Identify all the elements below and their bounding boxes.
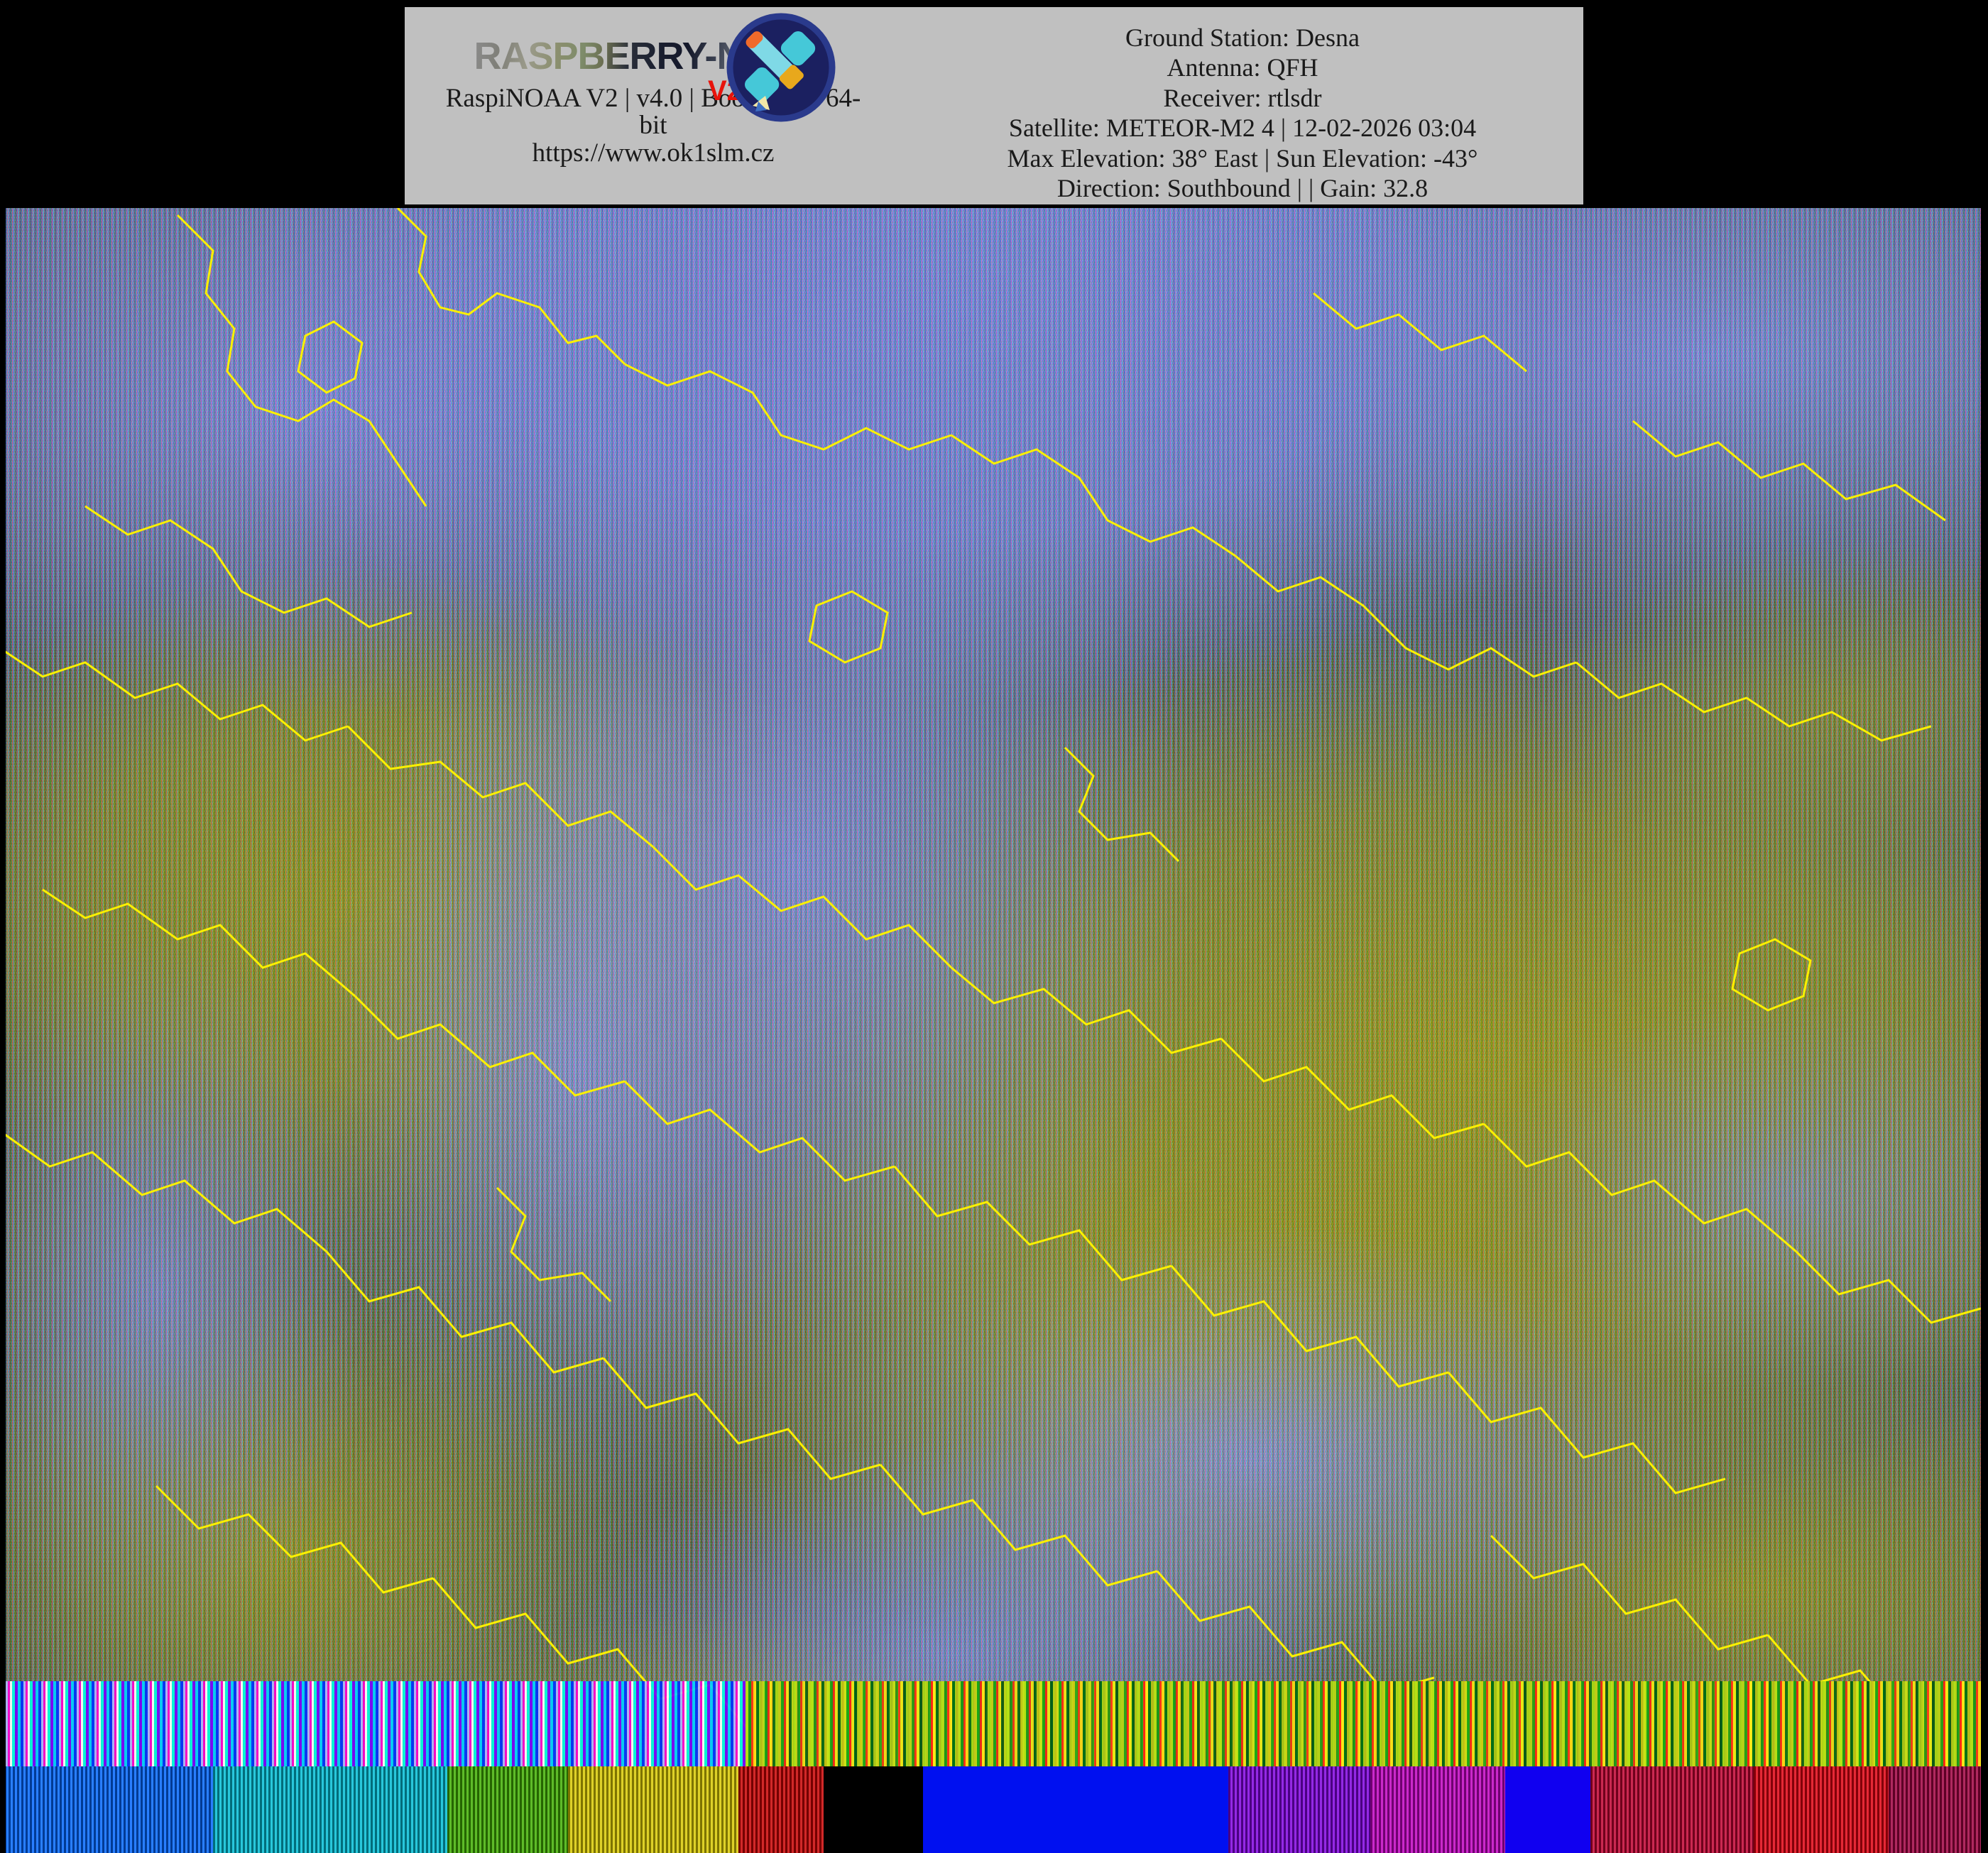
header-info-panel: RASPBERRY-NOAA V2: [405, 7, 1583, 204]
bottom-block: [568, 1766, 738, 1853]
bottom-block: [824, 1766, 923, 1853]
satellite-logo-icon: [724, 11, 838, 124]
signal-corruption-streak-band-right: [746, 1681, 1988, 1773]
bottom-block: [1754, 1766, 1889, 1853]
scanline-layer: [0, 208, 1988, 1853]
bottom-block: [447, 1766, 568, 1853]
pass-metadata-block: Ground Station: Desna Antenna: QFH Recei…: [902, 7, 1583, 204]
satellite-image: [0, 208, 1988, 1853]
bottom-block: [213, 1766, 447, 1853]
meta-satellite: Satellite: METEOR-M2 4 | 12-02-2026 03:0…: [1008, 114, 1477, 143]
meta-ground-station: Ground Station: Desna: [1125, 23, 1360, 52]
bottom-block: [1889, 1766, 1988, 1853]
brand-block: RASPBERRY-NOAA V2: [405, 7, 902, 204]
bottom-block: [0, 1766, 213, 1853]
frame-edge-right: [1981, 208, 1988, 1853]
brand-line-2: bit: [639, 111, 667, 141]
meta-direction-gain: Direction: Southbound | | Gain: 32.8: [1056, 174, 1429, 203]
meta-receiver: Receiver: rtlsdr: [1163, 83, 1322, 112]
bottom-block: [1505, 1766, 1590, 1853]
frame-edge-left: [0, 208, 6, 1853]
bottom-block: [1228, 1766, 1370, 1853]
brand-line-3: https://www.ok1slm.cz: [532, 138, 775, 168]
bottom-block: [1590, 1766, 1754, 1853]
meta-antenna: Antenna: QFH: [1167, 53, 1318, 82]
bottom-saturated-blocks: [0, 1766, 1988, 1853]
meta-elevation: Max Elevation: 38° East | Sun Elevation:…: [1007, 143, 1478, 173]
bottom-block: [1370, 1766, 1505, 1853]
bottom-block: [923, 1766, 1228, 1853]
